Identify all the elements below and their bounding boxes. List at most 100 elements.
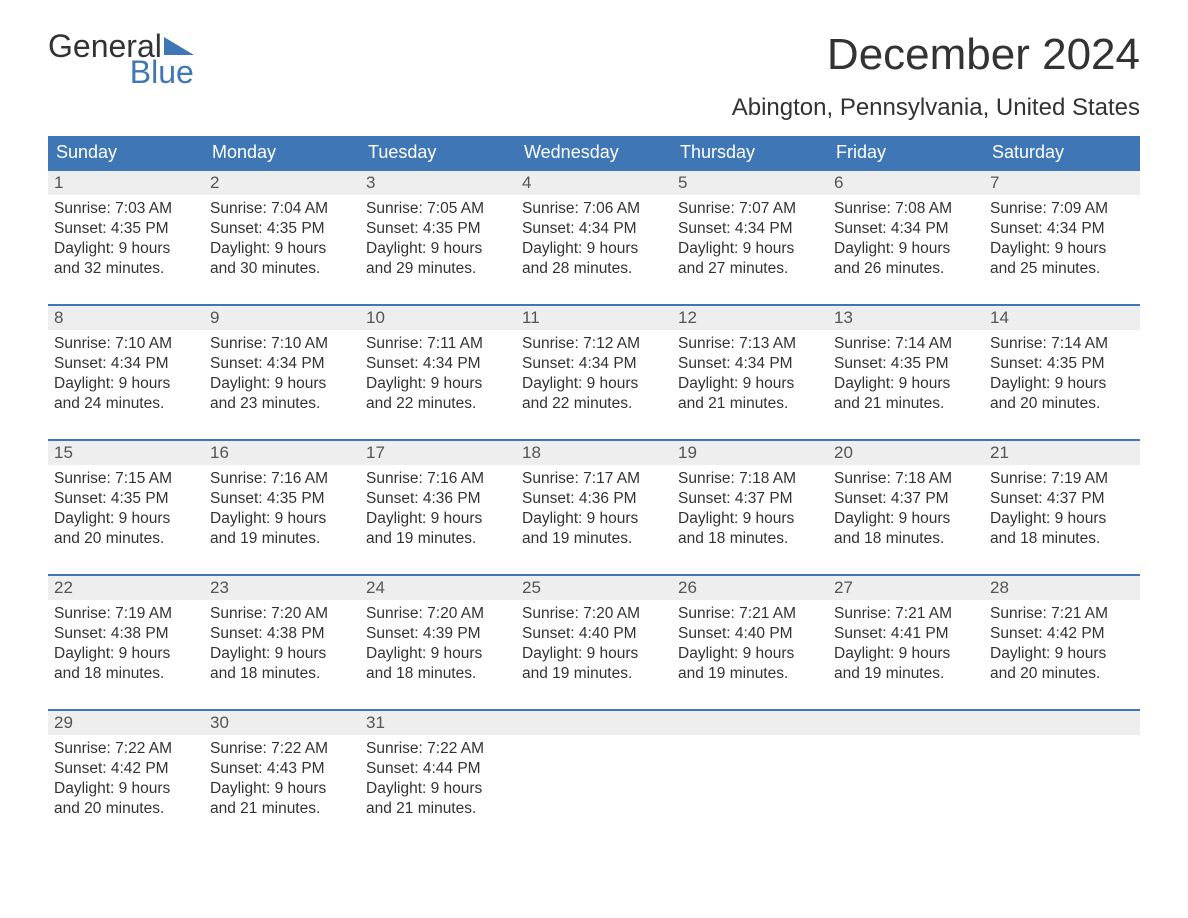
calendar-day-cell <box>516 709 672 844</box>
daylight-line2: and 22 minutes. <box>522 394 666 414</box>
calendar-day-cell: 26Sunrise: 7:21 AMSunset: 4:40 PMDayligh… <box>672 574 828 709</box>
daylight-line1: Daylight: 9 hours <box>990 374 1134 394</box>
daylight-line1: Daylight: 9 hours <box>210 239 354 259</box>
calendar-day-cell: 27Sunrise: 7:21 AMSunset: 4:41 PMDayligh… <box>828 574 984 709</box>
daylight-line2: and 18 minutes. <box>990 529 1134 549</box>
daylight-line2: and 20 minutes. <box>990 664 1134 684</box>
sunrise-text: Sunrise: 7:08 AM <box>834 199 978 219</box>
daylight-line1: Daylight: 9 hours <box>990 509 1134 529</box>
calendar-day-cell <box>984 709 1140 844</box>
sunrise-text: Sunrise: 7:04 AM <box>210 199 354 219</box>
sunrise-text: Sunrise: 7:20 AM <box>210 604 354 624</box>
daylight-line2: and 32 minutes. <box>54 259 198 279</box>
calendar-day-cell <box>672 709 828 844</box>
sunset-text: Sunset: 4:35 PM <box>834 354 978 374</box>
sunset-text: Sunset: 4:42 PM <box>990 624 1134 644</box>
logo-word-blue: Blue <box>70 56 194 88</box>
day-details: Sunrise: 7:16 AMSunset: 4:35 PMDaylight:… <box>204 465 360 556</box>
daylight-line1: Daylight: 9 hours <box>54 779 198 799</box>
day-number: 20 <box>828 439 984 465</box>
daylight-line1: Daylight: 9 hours <box>834 239 978 259</box>
sunrise-text: Sunrise: 7:14 AM <box>834 334 978 354</box>
daylight-line1: Daylight: 9 hours <box>210 779 354 799</box>
daylight-line1: Daylight: 9 hours <box>522 374 666 394</box>
sunrise-text: Sunrise: 7:06 AM <box>522 199 666 219</box>
day-details: Sunrise: 7:10 AMSunset: 4:34 PMDaylight:… <box>204 330 360 421</box>
day-details: Sunrise: 7:21 AMSunset: 4:41 PMDaylight:… <box>828 600 984 691</box>
daylight-line2: and 25 minutes. <box>990 259 1134 279</box>
daylight-line2: and 18 minutes. <box>54 664 198 684</box>
day-details: Sunrise: 7:19 AMSunset: 4:37 PMDaylight:… <box>984 465 1140 556</box>
sunrise-text: Sunrise: 7:20 AM <box>522 604 666 624</box>
calendar-day-cell: 18Sunrise: 7:17 AMSunset: 4:36 PMDayligh… <box>516 439 672 574</box>
daylight-line1: Daylight: 9 hours <box>366 374 510 394</box>
calendar-day-cell: 31Sunrise: 7:22 AMSunset: 4:44 PMDayligh… <box>360 709 516 844</box>
page-title: December 2024 <box>732 30 1140 80</box>
daylight-line2: and 19 minutes. <box>210 529 354 549</box>
daylight-line2: and 20 minutes. <box>54 799 198 819</box>
sunrise-text: Sunrise: 7:12 AM <box>522 334 666 354</box>
sunrise-text: Sunrise: 7:21 AM <box>834 604 978 624</box>
daylight-line2: and 23 minutes. <box>210 394 354 414</box>
calendar-day-cell: 19Sunrise: 7:18 AMSunset: 4:37 PMDayligh… <box>672 439 828 574</box>
sunset-text: Sunset: 4:34 PM <box>834 219 978 239</box>
daylight-line1: Daylight: 9 hours <box>366 509 510 529</box>
daylight-line2: and 18 minutes. <box>678 529 822 549</box>
sunset-text: Sunset: 4:39 PM <box>366 624 510 644</box>
sunrise-text: Sunrise: 7:03 AM <box>54 199 198 219</box>
daylight-line1: Daylight: 9 hours <box>678 374 822 394</box>
sunset-text: Sunset: 4:34 PM <box>366 354 510 374</box>
weekday-header-row: Sunday Monday Tuesday Wednesday Thursday… <box>48 136 1140 169</box>
calendar-day-cell: 29Sunrise: 7:22 AMSunset: 4:42 PMDayligh… <box>48 709 204 844</box>
calendar-day-cell: 25Sunrise: 7:20 AMSunset: 4:40 PMDayligh… <box>516 574 672 709</box>
weekday-header: Monday <box>204 136 360 169</box>
sunrise-text: Sunrise: 7:17 AM <box>522 469 666 489</box>
day-details: Sunrise: 7:15 AMSunset: 4:35 PMDaylight:… <box>48 465 204 556</box>
sunset-text: Sunset: 4:35 PM <box>210 489 354 509</box>
calendar-day-cell: 21Sunrise: 7:19 AMSunset: 4:37 PMDayligh… <box>984 439 1140 574</box>
daylight-line1: Daylight: 9 hours <box>210 509 354 529</box>
daylight-line2: and 30 minutes. <box>210 259 354 279</box>
day-number: 18 <box>516 439 672 465</box>
day-details: Sunrise: 7:17 AMSunset: 4:36 PMDaylight:… <box>516 465 672 556</box>
day-number: 4 <box>516 169 672 195</box>
weekday-header: Wednesday <box>516 136 672 169</box>
daylight-line2: and 19 minutes. <box>522 529 666 549</box>
daylight-line1: Daylight: 9 hours <box>990 644 1134 664</box>
calendar-day-cell: 17Sunrise: 7:16 AMSunset: 4:36 PMDayligh… <box>360 439 516 574</box>
sunset-text: Sunset: 4:35 PM <box>990 354 1134 374</box>
sunset-text: Sunset: 4:37 PM <box>990 489 1134 509</box>
daylight-line1: Daylight: 9 hours <box>522 239 666 259</box>
sunrise-text: Sunrise: 7:16 AM <box>366 469 510 489</box>
sunset-text: Sunset: 4:38 PM <box>210 624 354 644</box>
calendar-table: Sunday Monday Tuesday Wednesday Thursday… <box>48 136 1140 844</box>
sunrise-text: Sunrise: 7:09 AM <box>990 199 1134 219</box>
daylight-line1: Daylight: 9 hours <box>522 644 666 664</box>
day-number: 14 <box>984 304 1140 330</box>
daylight-line2: and 21 minutes. <box>678 394 822 414</box>
sunset-text: Sunset: 4:34 PM <box>210 354 354 374</box>
daylight-line1: Daylight: 9 hours <box>990 239 1134 259</box>
day-number: 8 <box>48 304 204 330</box>
sunrise-text: Sunrise: 7:21 AM <box>990 604 1134 624</box>
daylight-line2: and 21 minutes. <box>366 799 510 819</box>
calendar-week-row: 1Sunrise: 7:03 AMSunset: 4:35 PMDaylight… <box>48 169 1140 304</box>
day-number: 16 <box>204 439 360 465</box>
sunrise-text: Sunrise: 7:16 AM <box>210 469 354 489</box>
sunrise-text: Sunrise: 7:18 AM <box>834 469 978 489</box>
day-number: 19 <box>672 439 828 465</box>
sunset-text: Sunset: 4:34 PM <box>522 219 666 239</box>
location-subtitle: Abington, Pennsylvania, United States <box>732 94 1140 122</box>
daylight-line2: and 24 minutes. <box>54 394 198 414</box>
calendar-day-cell: 16Sunrise: 7:16 AMSunset: 4:35 PMDayligh… <box>204 439 360 574</box>
sunrise-text: Sunrise: 7:22 AM <box>366 739 510 759</box>
day-number: 24 <box>360 574 516 600</box>
calendar-day-cell: 22Sunrise: 7:19 AMSunset: 4:38 PMDayligh… <box>48 574 204 709</box>
daylight-line1: Daylight: 9 hours <box>54 644 198 664</box>
daylight-line2: and 18 minutes. <box>210 664 354 684</box>
daylight-line2: and 18 minutes. <box>366 664 510 684</box>
sunrise-text: Sunrise: 7:19 AM <box>54 604 198 624</box>
day-details: Sunrise: 7:04 AMSunset: 4:35 PMDaylight:… <box>204 195 360 286</box>
daylight-line2: and 19 minutes. <box>678 664 822 684</box>
day-details: Sunrise: 7:22 AMSunset: 4:42 PMDaylight:… <box>48 735 204 826</box>
